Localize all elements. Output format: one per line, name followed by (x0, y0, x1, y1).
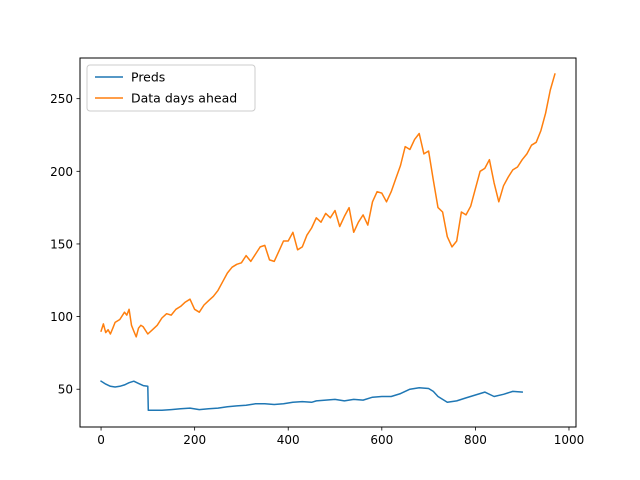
plot-lines (100, 73, 556, 412)
x-tick-label: 200 (183, 433, 206, 447)
y-tick-label: 50 (58, 383, 73, 397)
x-tick-label: 400 (277, 433, 300, 447)
y-tick-label: 150 (50, 237, 73, 251)
legend-label-0: Preds (131, 70, 165, 85)
series-line-0 (100, 380, 524, 412)
x-tick-label: 0 (97, 433, 105, 447)
series-line-1 (100, 73, 556, 338)
legend-box (86, 64, 256, 112)
legend-label-1: Data days ahead (131, 91, 237, 106)
x-tick-label: 600 (370, 433, 393, 447)
y-tick-label: 250 (50, 92, 73, 106)
y-tick-label: 100 (50, 310, 73, 324)
y-axis: 50 100 150 200 250 (50, 92, 80, 397)
legend: Preds Data days ahead (86, 64, 256, 112)
plot-frame (79, 57, 577, 428)
x-tick-label: 1000 (554, 433, 585, 447)
y-tick-label: 200 (50, 165, 73, 179)
x-tick-label: 800 (464, 433, 487, 447)
x-axis: 0 200 400 600 800 1000 (97, 427, 584, 447)
